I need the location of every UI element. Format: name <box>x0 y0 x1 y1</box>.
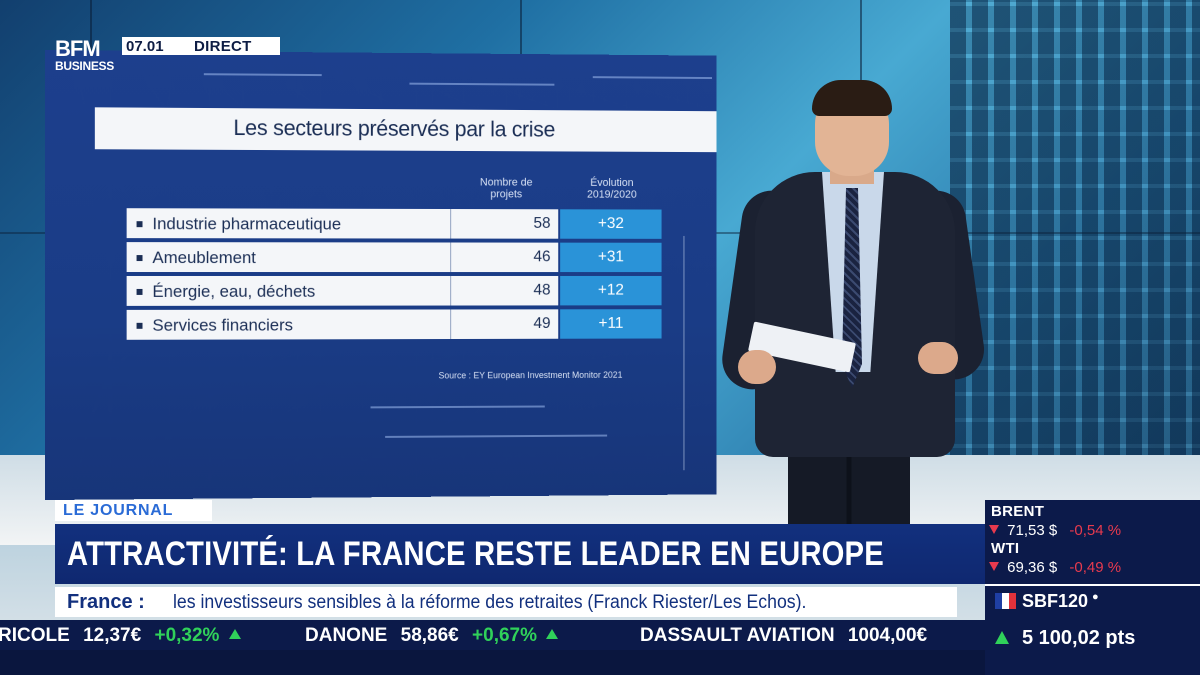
row-count: 48 <box>533 282 550 300</box>
row-evolution: +12 <box>560 282 661 300</box>
presenter-hand <box>738 350 776 384</box>
presenter-hair <box>812 80 892 116</box>
program-kicker: LE JOURNAL <box>55 500 212 521</box>
row-label: Énergie, eau, déchets <box>152 282 315 302</box>
panel-decoration <box>385 435 607 438</box>
table-row: Énergie, eau, déchets 48 +12 <box>127 276 700 306</box>
subheadline-lead: France : <box>67 591 145 614</box>
presenter <box>730 80 980 525</box>
row-evolution: +11 <box>560 315 661 333</box>
row-label-cell: Industrie pharmaceutique <box>127 208 451 238</box>
square-bullet-icon <box>137 255 143 261</box>
ticker-price: 12,37€ <box>83 625 141 646</box>
triangle-up-icon <box>995 631 1009 644</box>
program-name: LE JOURNAL <box>63 502 173 520</box>
ticker-price: 58,86€ <box>401 625 459 646</box>
wti-quote: 69,36 $ -0,49 % <box>989 559 1121 576</box>
clock-time: 07.01 <box>126 38 164 55</box>
wti-change: -0,49 % <box>1069 559 1121 576</box>
column-header-count: Nombre de projets <box>468 177 545 201</box>
panel-decoration <box>371 406 545 409</box>
headline: ATTRACTIVITÉ: LA FRANCE RESTE LEADER EN … <box>67 535 884 574</box>
panel-decoration <box>204 73 322 76</box>
subheadline-text: les investisseurs sensibles à la réforme… <box>173 592 806 614</box>
stock-ticker: RICOLE 12,37€ +0,32% DANONE 58,86€ +0,67… <box>0 620 985 650</box>
panel-title: Les secteurs préservés par la crise <box>233 115 640 143</box>
brent-quote: 71,53 $ -0,54 % <box>989 522 1121 539</box>
table-row: Ameublement 46 +31 <box>127 242 700 272</box>
panel-decoration <box>409 83 554 86</box>
column-header-evolution: Évolution 2019/2020 <box>574 177 651 201</box>
subheadline-bar: France : les investisseurs sensibles à l… <box>55 587 957 617</box>
row-count: 49 <box>533 315 550 333</box>
index-marker-icon: ● <box>1092 591 1099 603</box>
row-count-cell: 48 <box>450 276 558 306</box>
panel-decoration <box>593 76 712 79</box>
ticker-change: +0,32% <box>154 625 219 646</box>
brent-price: 71,53 $ <box>1007 522 1057 539</box>
triangle-up-icon <box>229 629 241 639</box>
index-name: SBF120 ● <box>1022 591 1099 612</box>
index-name-text: SBF120 <box>1022 591 1088 611</box>
row-label: Ameublement <box>152 248 256 268</box>
ticker-name: DASSAULT AVIATION <box>640 625 835 646</box>
info-panel: Les secteurs préservés par la crise Nomb… <box>45 50 717 500</box>
square-bullet-icon <box>137 323 143 329</box>
row-label-cell: Énergie, eau, déchets <box>127 276 451 306</box>
wti-price: 69,36 $ <box>1007 559 1057 576</box>
presenter-hand <box>918 342 958 374</box>
wti-label: WTI <box>991 540 1019 557</box>
square-bullet-icon <box>137 289 143 295</box>
ticker-name: DANONE <box>305 625 387 646</box>
row-label-cell: Services financiers <box>127 309 451 339</box>
triangle-down-icon <box>989 562 999 571</box>
france-flag-icon <box>995 593 1017 609</box>
row-evolution-cell: +11 <box>560 309 661 339</box>
ticker-footer <box>0 650 985 675</box>
row-count-cell: 49 <box>450 309 558 339</box>
live-label: DIRECT <box>194 38 252 55</box>
triangle-down-icon <box>989 525 999 534</box>
panel-source: Source : EY European Investment Monitor … <box>439 370 623 381</box>
ticker-change: +0,67% <box>472 625 537 646</box>
row-evolution: +31 <box>560 249 661 267</box>
square-bullet-icon <box>137 221 143 227</box>
ticker-item: DANONE 58,86€ +0,67% <box>305 625 558 647</box>
index-value: 5 100,02 pts <box>1022 627 1135 650</box>
tower-image <box>950 0 1200 470</box>
channel-logo: BFM BUSINESS <box>55 36 121 76</box>
ticker-item: DASSAULT AVIATION 1004,00€ <box>640 625 927 647</box>
row-label-cell: Ameublement <box>127 242 451 272</box>
row-count-cell: 46 <box>450 243 558 273</box>
triangle-up-icon <box>546 629 558 639</box>
ticker-item: RICOLE 12,37€ +0,32% <box>0 625 241 647</box>
brent-change: -0,54 % <box>1069 522 1121 539</box>
clock-badge: 07.01 DIRECT <box>122 37 280 55</box>
row-evolution-cell: +31 <box>560 243 661 272</box>
row-count-cell: 58 <box>450 209 558 239</box>
row-label: Services financiers <box>152 316 293 336</box>
market-separator <box>985 584 1200 586</box>
row-evolution: +32 <box>560 215 661 233</box>
headline-bar: ATTRACTIVITÉ: LA FRANCE RESTE LEADER EN … <box>55 524 985 584</box>
row-count: 58 <box>533 215 550 233</box>
row-label: Industrie pharmaceutique <box>152 214 341 234</box>
ticker-price: 1004,00€ <box>848 625 927 646</box>
panel-divider <box>683 236 684 470</box>
row-evolution-cell: +32 <box>560 209 661 239</box>
row-count: 46 <box>533 248 550 266</box>
table-row: Industrie pharmaceutique 58 +32 <box>127 208 700 239</box>
brent-label: BRENT <box>991 503 1044 520</box>
ticker-name: RICOLE <box>0 625 70 646</box>
table-row: Services financiers 49 +11 <box>127 309 700 340</box>
logo-line-2: BUSINESS <box>55 59 114 73</box>
row-evolution-cell: +12 <box>560 276 661 305</box>
